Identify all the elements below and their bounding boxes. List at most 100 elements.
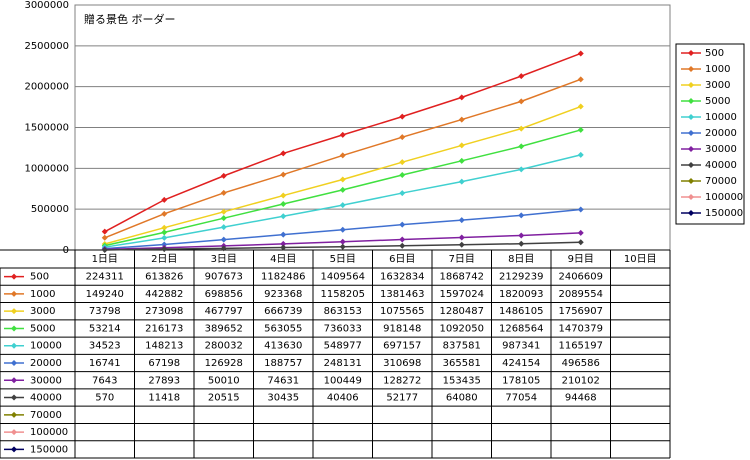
table-cell: 30435 [267,393,299,404]
point-marker [399,190,406,197]
point-marker [458,178,465,185]
x-tick-label: 6日目 [389,254,415,265]
table-row-label: 100000 [30,427,68,438]
legend-label: 40000 [705,160,737,171]
point-marker [577,151,584,158]
legend-marker [688,146,694,152]
table-cell: 27893 [148,375,180,386]
legend [675,43,745,225]
table-cell: 613826 [145,272,183,283]
table-legend-marker [11,446,17,453]
point-marker [458,234,465,241]
point-marker [399,236,406,243]
point-marker [518,73,525,80]
table-legend-marker [11,290,17,297]
table-cell: 53214 [89,323,121,334]
point-marker [399,159,406,166]
x-tick-label: 4日目 [270,254,296,265]
table-cell: 178105 [502,375,540,386]
point-marker [161,210,168,217]
legend-label: 30000 [705,144,737,155]
x-tick-label: 7日目 [449,254,475,265]
point-marker [220,245,227,252]
table-cell: 1165197 [558,341,603,352]
x-tick-label: 1日目 [92,254,118,265]
table-legend-marker [11,273,17,280]
table-row-label: 40000 [30,393,62,404]
point-marker [280,231,287,238]
table-cell: 1268564 [499,323,544,334]
point-marker [577,76,584,83]
legend-marker [688,130,694,136]
y-tick-label: 1500000 [24,123,69,134]
y-tick-label: 2500000 [24,41,69,52]
point-marker [161,241,168,248]
table-cell: 365581 [443,358,481,369]
table-row-label: 1000 [30,289,55,300]
table-cell: 1409564 [320,272,365,283]
y-tick-label: 1000000 [24,163,69,174]
table-cell: 987341 [502,341,540,352]
table-legend-marker [11,411,17,418]
legend-marker [688,114,694,120]
table-cell: 1470379 [558,323,603,334]
table-cell: 548977 [324,341,362,352]
legend-label: 1000 [705,64,730,75]
legend-marker [688,162,694,168]
table-cell: 128272 [383,375,421,386]
table-cell: 224311 [86,272,124,283]
table-cell: 16741 [89,358,121,369]
point-marker [161,234,168,241]
table-cell: 1182486 [261,272,306,283]
table-cell: 149240 [86,289,124,300]
table-cell: 2129239 [499,272,544,283]
table-cell: 563055 [264,323,302,334]
legend-label: 150000 [705,208,743,219]
table-cell: 20515 [208,393,240,404]
legend-label: 70000 [705,176,737,187]
table-cell: 73798 [89,306,121,317]
point-marker [458,157,465,164]
table-cell: 1756907 [558,306,603,317]
point-marker [220,208,227,215]
table-cell: 1158205 [320,289,365,300]
table-cell: 273098 [145,306,183,317]
table-cell: 666739 [264,306,302,317]
legend-marker [688,82,694,88]
point-marker [220,172,227,179]
legend-label: 10000 [705,112,737,123]
table-row-label: 5000 [30,323,55,334]
legend-marker [688,210,694,216]
table-cell: 74631 [267,375,299,386]
point-marker [399,172,406,179]
table-cell: 424154 [502,358,540,369]
legend-marker [688,66,694,72]
point-marker [458,116,465,123]
table-cell: 467797 [205,306,243,317]
point-marker [339,176,346,183]
point-marker [220,224,227,231]
point-marker [458,217,465,224]
legend-marker [688,178,694,184]
point-marker [161,224,168,231]
y-tick-label: 3000000 [24,0,69,11]
legend-marker [688,194,694,200]
table-cell: 34523 [89,341,121,352]
point-marker [458,94,465,101]
table-cell: 1632834 [380,272,425,283]
table-row-label: 500 [30,272,49,283]
point-marker [577,126,584,133]
table-cell: 1868742 [439,272,484,283]
table-cell: 7643 [92,375,117,386]
point-marker [339,202,346,209]
legend-label: 20000 [705,128,737,139]
point-marker [220,189,227,196]
point-marker [101,228,108,235]
table-cell: 100449 [324,375,362,386]
point-marker [280,213,287,220]
table-cell: 907673 [205,272,243,283]
table-cell: 863153 [324,306,362,317]
point-marker [339,243,346,250]
point-marker [518,166,525,173]
point-marker [518,232,525,239]
